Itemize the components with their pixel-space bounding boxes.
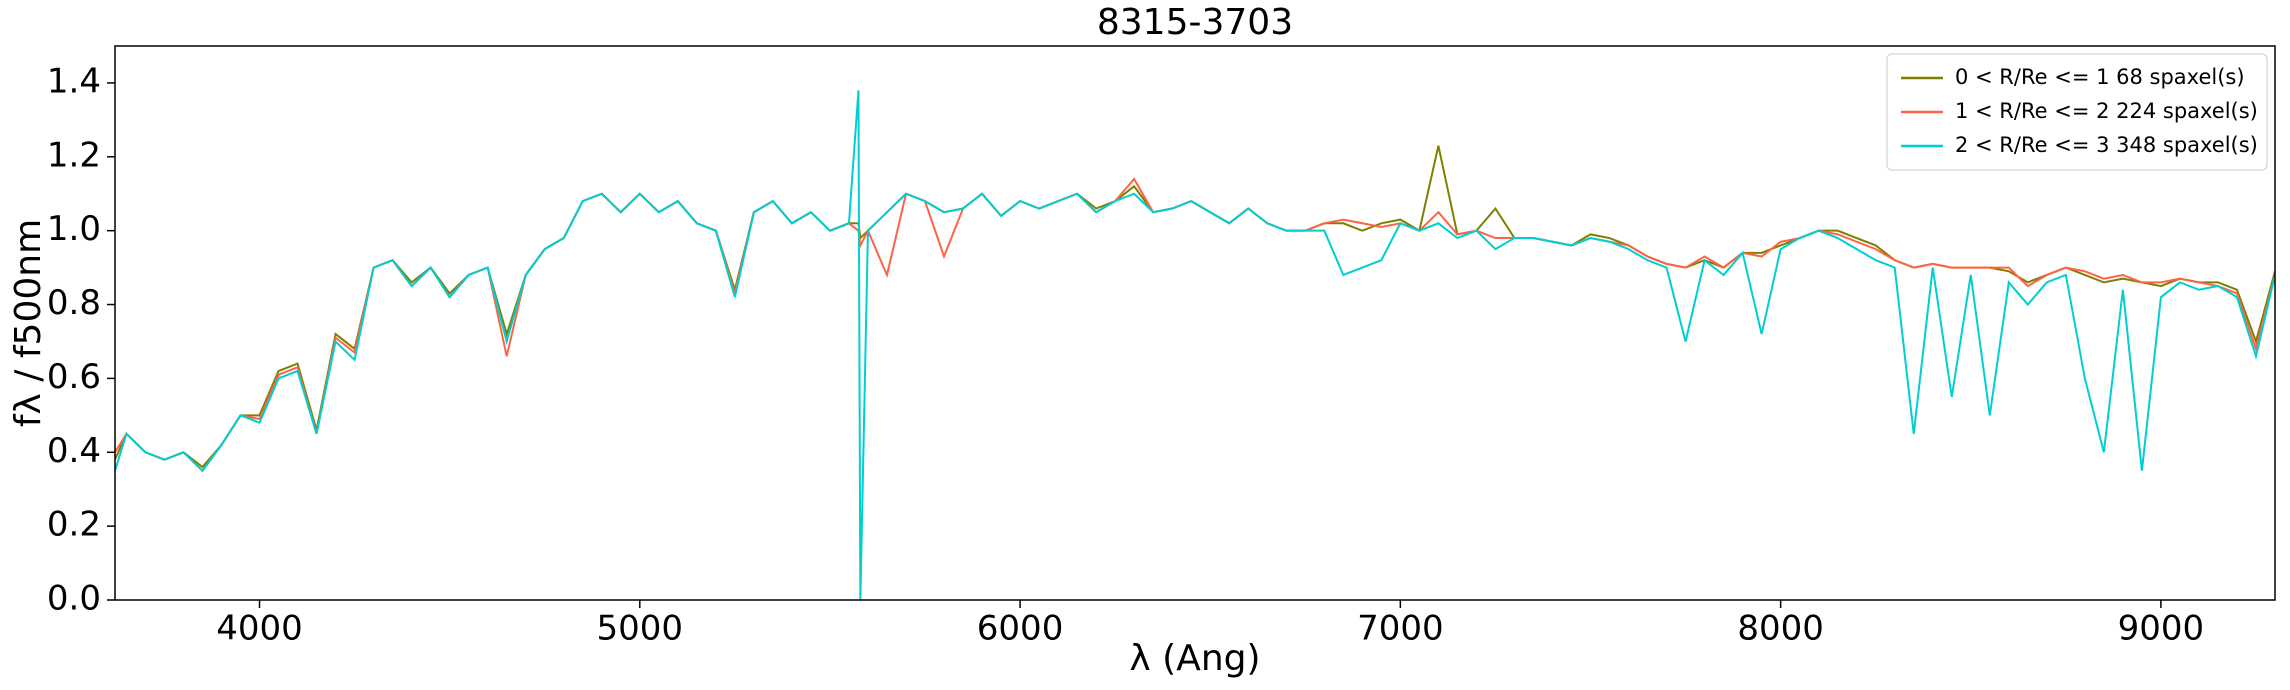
x-tick-label: 7000	[1357, 609, 1444, 649]
y-tick-label: 0.0	[47, 579, 101, 619]
chart-title: 8315-3703	[1097, 2, 1293, 43]
y-tick-label: 0.4	[47, 431, 101, 471]
y-tick-label: 0.8	[47, 283, 101, 323]
x-tick-label: 9000	[2118, 609, 2205, 649]
legend-label: 1 < R/Re <= 2 224 spaxel(s)	[1955, 99, 2258, 123]
x-tick-label: 4000	[216, 609, 303, 649]
spectrum-line	[115, 90, 2275, 600]
y-tick-label: 0.6	[47, 357, 101, 397]
spectrum-line	[115, 145, 2275, 469]
x-axis-label: λ (Ang)	[1129, 638, 1260, 679]
spectrum-line	[115, 177, 2275, 473]
legend-label: 2 < R/Re <= 3 348 spaxel(s)	[1955, 133, 2258, 157]
y-tick-label: 1.0	[47, 209, 101, 249]
y-tick-label: 1.2	[47, 135, 101, 175]
y-tick-label: 0.2	[47, 505, 101, 545]
y-axis-label: fλ / f500nm	[8, 219, 49, 427]
x-tick-label: 6000	[977, 609, 1064, 649]
plot-frame	[114, 45, 2276, 601]
legend-box	[1886, 53, 2268, 171]
x-tick-label: 8000	[1737, 609, 1824, 649]
legend-label: 0 < R/Re <= 1 68 spaxel(s)	[1955, 65, 2245, 89]
y-tick-label: 1.4	[47, 61, 101, 101]
x-tick-label: 5000	[597, 609, 684, 649]
